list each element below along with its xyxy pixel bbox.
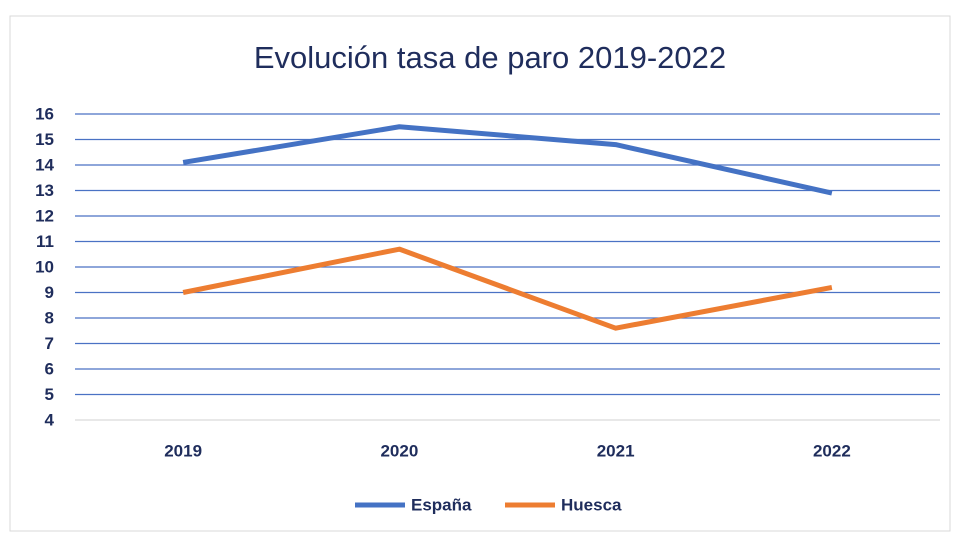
y-tick-label: 5 — [45, 385, 54, 404]
y-tick-label: 11 — [36, 232, 54, 251]
y-tick-label: 6 — [45, 359, 54, 378]
legend-label: Huesca — [561, 495, 622, 514]
x-tick-label: 2021 — [597, 441, 635, 460]
x-tick-label: 2019 — [164, 441, 202, 460]
series-line — [182, 246, 833, 331]
chart-area — [9, 15, 951, 532]
y-tick-label: 14 — [35, 155, 54, 174]
y-tick-label: 12 — [35, 206, 54, 225]
chart-title: Evolución tasa de paro 2019-2022 — [254, 40, 726, 75]
x-tick-label: 2022 — [813, 441, 851, 460]
y-tick-label: 15 — [35, 130, 54, 149]
series-line — [182, 124, 833, 196]
y-tick-label: 10 — [35, 257, 54, 276]
y-tick-label: 16 — [35, 104, 54, 123]
y-tick-label: 7 — [45, 334, 54, 353]
x-tick-label: 2020 — [380, 441, 418, 460]
legend-label: España — [411, 495, 472, 514]
y-tick-label: 8 — [45, 308, 54, 327]
y-tick-label: 9 — [45, 283, 54, 302]
y-tick-label: 13 — [35, 181, 54, 200]
y-tick-label: 4 — [45, 410, 55, 429]
